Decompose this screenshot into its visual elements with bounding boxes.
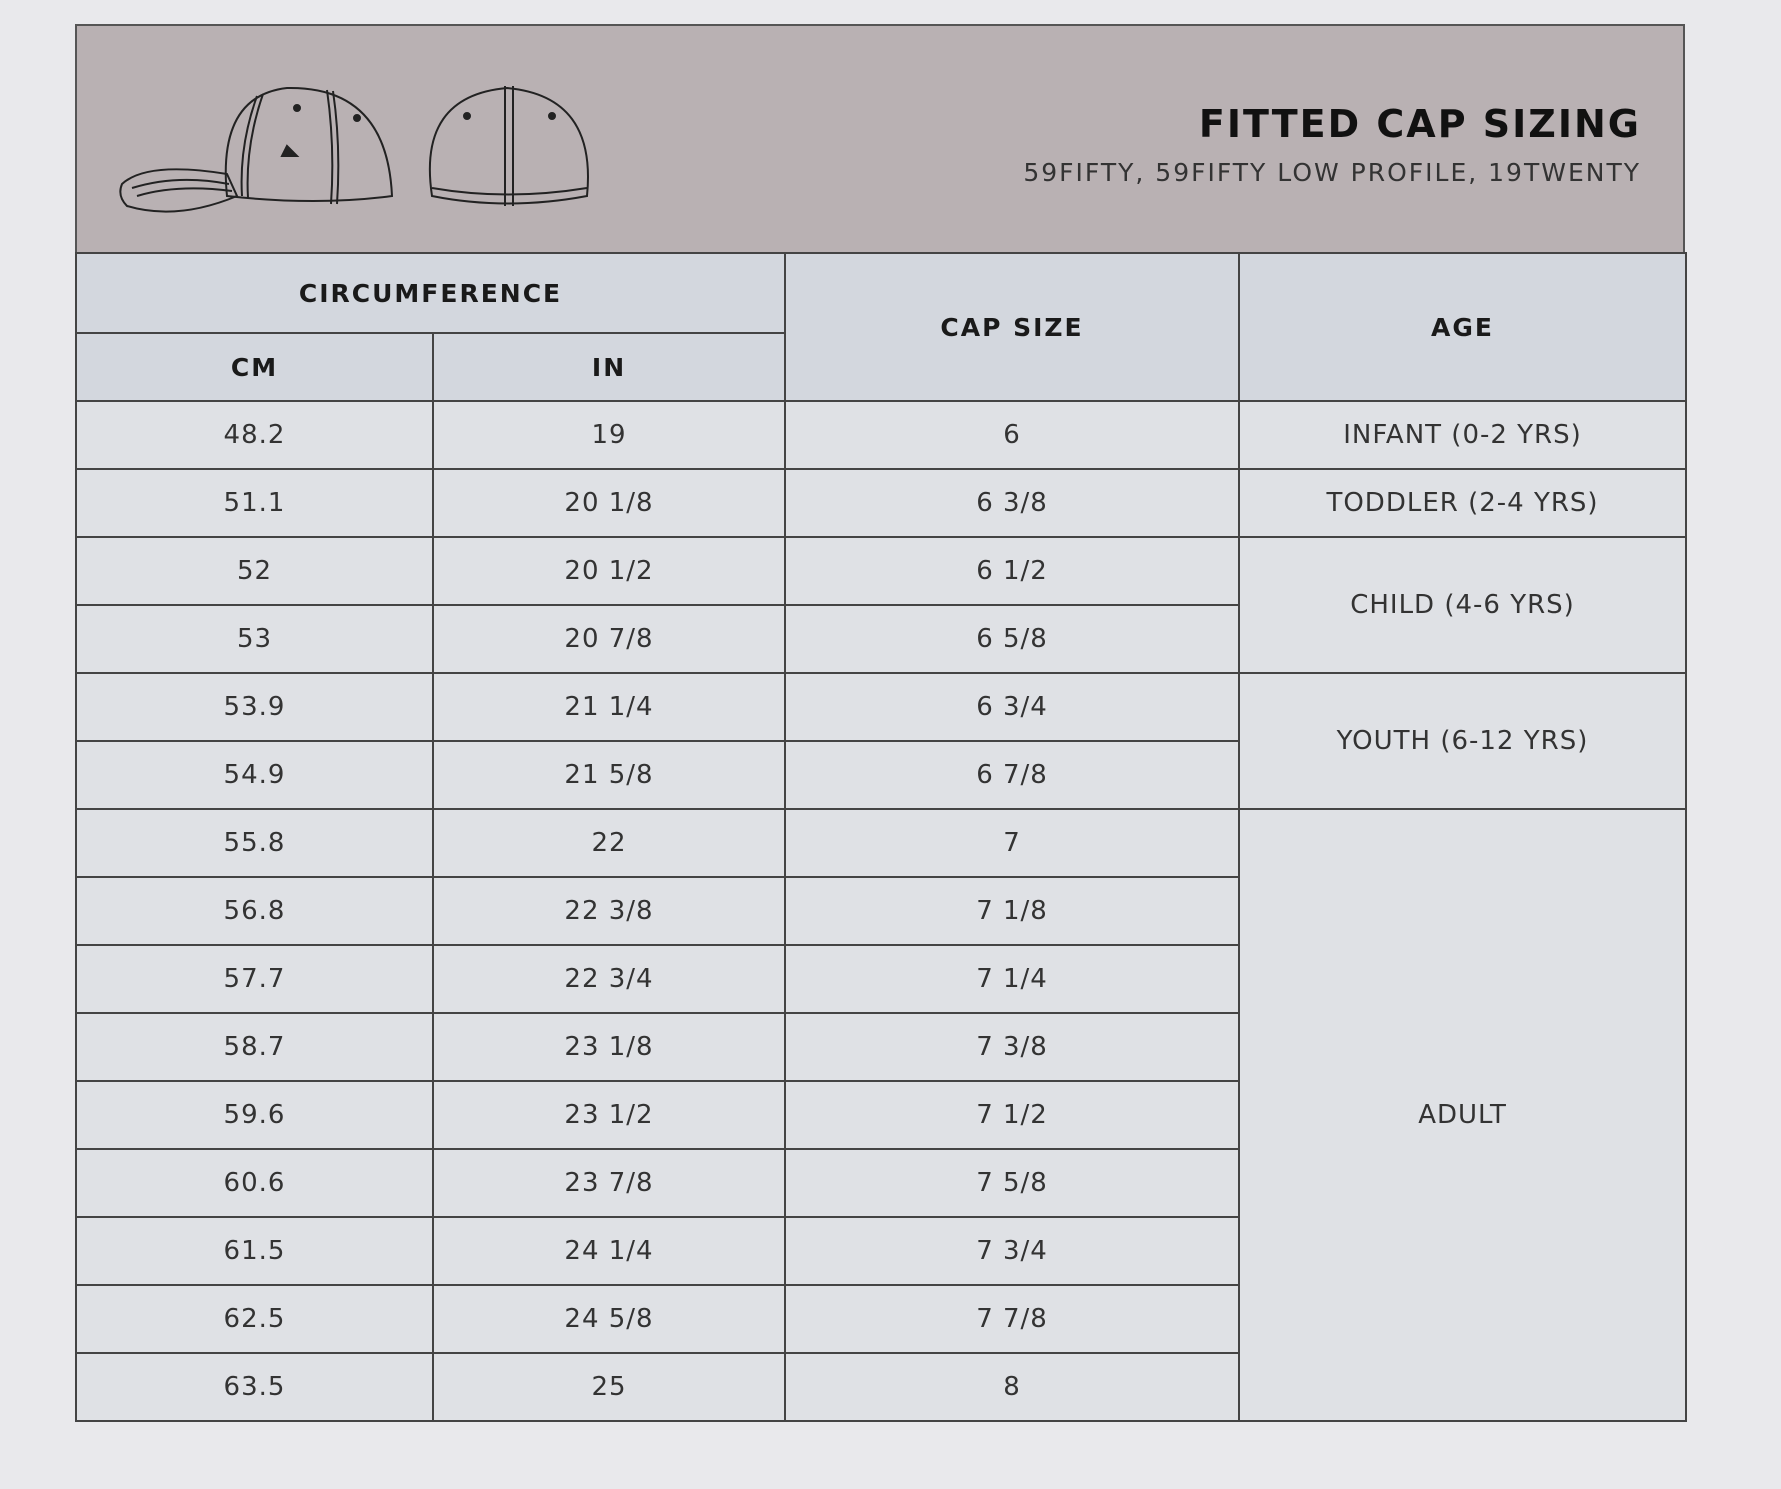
table-row: 54.9 21 5/8 6 7/8	[75, 740, 1686, 810]
cm-cell: 48.2	[75, 400, 434, 470]
cap-size-cell: 7	[784, 808, 1241, 878]
table-row: 57.7 22 3/4 7 1/4	[75, 944, 1686, 1014]
sizing-table: CIRCUMFERENCE CAP SIZE AGE CM IN 48.2 19 6…	[74, 252, 1688, 1422]
in-cell: 22	[431, 808, 787, 878]
cm-cell: 61.5	[75, 1216, 434, 1286]
cm-cell: 62.5	[75, 1284, 434, 1354]
table-row: 59.6 23 1/2 7 1/2	[75, 1080, 1686, 1150]
age-group-cell: ADULT	[1238, 808, 1688, 1422]
cap-size-cell: 6 5/8	[784, 604, 1241, 674]
cap-size-cell: 7 1/8	[784, 876, 1241, 946]
cap-size-cell: 8	[784, 1352, 1241, 1422]
in-cell: 22 3/8	[431, 876, 787, 946]
in-cell: 24 5/8	[431, 1284, 787, 1354]
cap-size-cell: 6 7/8	[784, 740, 1241, 810]
table-row: 53.9 21 1/4 6 3/4 YOUTH (6-12 YRS)	[75, 672, 1688, 810]
table-row: 56.8 22 3/8 7 1/8	[75, 876, 1686, 946]
table-row: 48.2 19 6 INFANT (0-2 YRS)	[75, 400, 1688, 470]
cm-cell: 59.6	[75, 1080, 434, 1150]
age-group-cell: CHILD (4-6 YRS)	[1238, 536, 1688, 674]
cm-cell: 63.5	[75, 1352, 434, 1422]
in-cell: 25	[431, 1352, 787, 1422]
in-cell: 21 1/4	[431, 672, 787, 742]
cap-size-cell: 6	[784, 400, 1241, 470]
cap-size-cell: 7 7/8	[784, 1284, 1241, 1354]
cm-cell: 60.6	[75, 1148, 434, 1218]
table-row: 62.5 24 5/8 7 7/8	[75, 1284, 1686, 1354]
page-subtitle: 59FIFTY, 59FIFTY LOW PROFILE, 19TWENTY	[1023, 158, 1641, 187]
table-row: 55.8 22 7 ADULT	[75, 808, 1688, 1422]
header-banner: FITTED CAP SIZING 59FIFTY, 59FIFTY LOW P…	[75, 24, 1685, 252]
cm-header: CM	[75, 332, 434, 402]
cap-size-cell: 7 5/8	[784, 1148, 1241, 1218]
cap-size-cell: 6 3/8	[784, 468, 1241, 538]
age-header: AGE	[1238, 252, 1688, 402]
cm-cell: 52	[75, 536, 434, 606]
cm-cell: 53.9	[75, 672, 434, 742]
table-row: 61.5 24 1/4 7 3/4	[75, 1216, 1686, 1286]
circumference-header: CIRCUMFERENCE	[74, 252, 787, 334]
in-cell: 20 7/8	[431, 604, 787, 674]
page-title: FITTED CAP SIZING	[1198, 102, 1641, 146]
cm-cell: 53	[75, 604, 434, 674]
in-cell: 23 1/8	[431, 1012, 787, 1082]
cap-size-cell: 7 1/4	[784, 944, 1241, 1014]
cm-cell: 56.8	[75, 876, 434, 946]
cm-cell: 51.1	[75, 468, 434, 538]
cm-cell: 57.7	[75, 944, 434, 1014]
cm-cell: 58.7	[75, 1012, 434, 1082]
in-cell: 21 5/8	[431, 740, 787, 810]
age-group-cell: TODDLER (2-4 YRS)	[1238, 468, 1688, 538]
in-cell: 23 1/2	[431, 1080, 787, 1150]
cap-size-cell: 7 3/8	[784, 1012, 1241, 1082]
age-group-cell: INFANT (0-2 YRS)	[1238, 400, 1688, 470]
table-row: 53 20 7/8 6 5/8	[75, 604, 1686, 674]
in-cell: 19	[431, 400, 787, 470]
table-row: 60.6 23 7/8 7 5/8	[75, 1148, 1686, 1218]
table-row: 63.5 25 8	[75, 1352, 1686, 1422]
cap-size-header: CAP SIZE	[784, 252, 1241, 402]
cm-cell: 55.8	[75, 808, 434, 878]
in-cell: 24 1/4	[431, 1216, 787, 1286]
table-row: 58.7 23 1/8 7 3/8	[75, 1012, 1686, 1082]
in-header: IN	[431, 332, 787, 402]
in-cell: 20 1/8	[431, 468, 787, 538]
table-row: 52 20 1/2 6 1/2 CHILD (4-6 YRS)	[75, 536, 1688, 674]
cap-size-cell: 7 1/2	[784, 1080, 1241, 1150]
table-row: 51.1 20 1/8 6 3/8 TODDLER (2-4 YRS)	[75, 468, 1688, 538]
cm-cell: 54.9	[75, 740, 434, 810]
size-chart: FITTED CAP SIZING 59FIFTY, 59FIFTY LOW P…	[74, 24, 1688, 1422]
in-cell: 20 1/2	[431, 536, 787, 606]
cap-size-cell: 6 3/4	[784, 672, 1241, 742]
age-group-cell: YOUTH (6-12 YRS)	[1238, 672, 1688, 810]
cap-size-cell: 7 3/4	[784, 1216, 1241, 1286]
in-cell: 22 3/4	[431, 944, 787, 1014]
cap-size-cell: 6 1/2	[784, 536, 1241, 606]
in-cell: 23 7/8	[431, 1148, 787, 1218]
cap-illustration-icon	[119, 86, 589, 213]
